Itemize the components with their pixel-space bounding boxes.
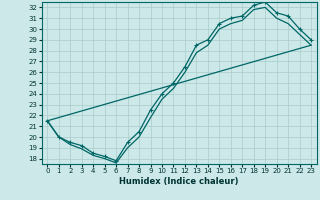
X-axis label: Humidex (Indice chaleur): Humidex (Indice chaleur)	[119, 177, 239, 186]
